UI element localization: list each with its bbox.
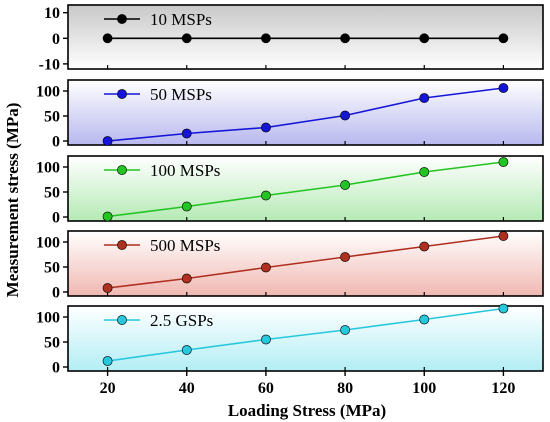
legend-marker <box>117 240 127 250</box>
y-tick-label: 50 <box>44 109 60 126</box>
data-point <box>419 33 430 44</box>
legend-marker <box>117 315 127 325</box>
y-tick-label: 100 <box>36 235 60 252</box>
legend-label: 500 MSPs <box>150 236 220 255</box>
legend-label: 2.5 GSPs <box>150 311 213 330</box>
y-tick-label: 0 <box>52 31 60 48</box>
data-point <box>498 303 509 314</box>
data-point <box>102 356 113 366</box>
panel-frame <box>67 79 544 146</box>
data-point <box>498 157 509 167</box>
y-tick-label: 0 <box>52 285 60 302</box>
data-point <box>261 190 271 201</box>
legend-10-msps: 10 MSPs <box>104 10 212 29</box>
x-tick-label: 20 <box>100 380 116 397</box>
panel-10-msps: -10 0 10 10 MSPs <box>39 4 544 73</box>
x-tick-label: 80 <box>337 380 353 397</box>
legend-500-msps: 500 MSPs <box>104 236 220 255</box>
data-point <box>261 334 271 345</box>
y-tick-label: 50 <box>44 185 60 202</box>
y-axis-title: Measurement stress (MPa) <box>3 103 22 298</box>
legend-label: 10 MSPs <box>150 10 212 29</box>
series-line-2-5-gsps <box>107 307 504 362</box>
data-point <box>340 325 350 335</box>
data-point <box>261 33 271 44</box>
data-point <box>261 122 271 133</box>
series-line-50-msps <box>107 87 504 142</box>
x-tick-label: 40 <box>179 380 195 397</box>
data-point <box>498 33 509 44</box>
x-tick-label: 60 <box>258 380 274 397</box>
y-tick-label: 50 <box>44 335 60 352</box>
x-tick-label: 120 <box>491 380 515 397</box>
data-point <box>340 110 350 121</box>
data-point <box>102 283 113 293</box>
legend-marker <box>117 165 127 175</box>
data-point <box>419 167 430 177</box>
y-tick-label: 100 <box>36 310 60 327</box>
legend-100-msps: 100 MSPs <box>104 161 220 180</box>
series-line-500-msps <box>107 235 504 289</box>
legend-50-msps: 50 MSPs <box>104 85 212 104</box>
y-tick-label: 0 <box>52 360 60 377</box>
data-point <box>340 252 350 262</box>
data-point <box>419 93 430 103</box>
data-point <box>181 201 192 212</box>
data-point <box>419 314 430 325</box>
data-point <box>102 33 113 44</box>
data-point <box>102 211 113 222</box>
data-point <box>419 241 430 252</box>
legend-2-5-gsps: 2.5 GSPs <box>104 311 213 330</box>
panel-100-msps: 0 50 100 100 MSPs <box>36 155 544 227</box>
data-point <box>340 33 350 44</box>
panel-frame <box>67 4 544 70</box>
series-line-100-msps <box>107 161 504 218</box>
data-point <box>181 345 192 355</box>
panel-50-msps: 0 50 100 50 MSPs <box>36 79 544 151</box>
y-tick-label: 10 <box>44 5 60 22</box>
data-point <box>102 136 113 146</box>
x-axis-title: Loading Stress (MPa) <box>228 401 386 420</box>
data-point <box>498 231 509 241</box>
data-point <box>181 273 192 284</box>
panel-2-5-gsps: 0 50 100 2.5 GSPs <box>36 303 544 377</box>
y-tick-label: 0 <box>52 210 60 227</box>
panel-frame <box>67 305 544 372</box>
y-tick-label: 100 <box>36 160 60 177</box>
data-point <box>340 180 350 190</box>
data-point <box>181 128 192 139</box>
y-tick-label: 50 <box>44 260 60 277</box>
x-tick-label: 100 <box>412 380 436 397</box>
data-point <box>261 262 271 273</box>
legend-marker <box>117 14 127 24</box>
data-point <box>498 83 509 93</box>
data-point <box>181 33 192 44</box>
legend-marker <box>117 89 127 99</box>
legend-label: 50 MSPs <box>150 85 212 104</box>
x-axis: 20 40 60 80 100 120 <box>100 371 515 397</box>
legend-label: 100 MSPs <box>150 161 220 180</box>
panel-500-msps: 0 50 100 500 MSPs <box>36 230 544 302</box>
y-tick-label: 100 <box>36 84 60 101</box>
y-tick-label: -10 <box>39 56 60 73</box>
y-tick-label: 0 <box>52 134 60 151</box>
